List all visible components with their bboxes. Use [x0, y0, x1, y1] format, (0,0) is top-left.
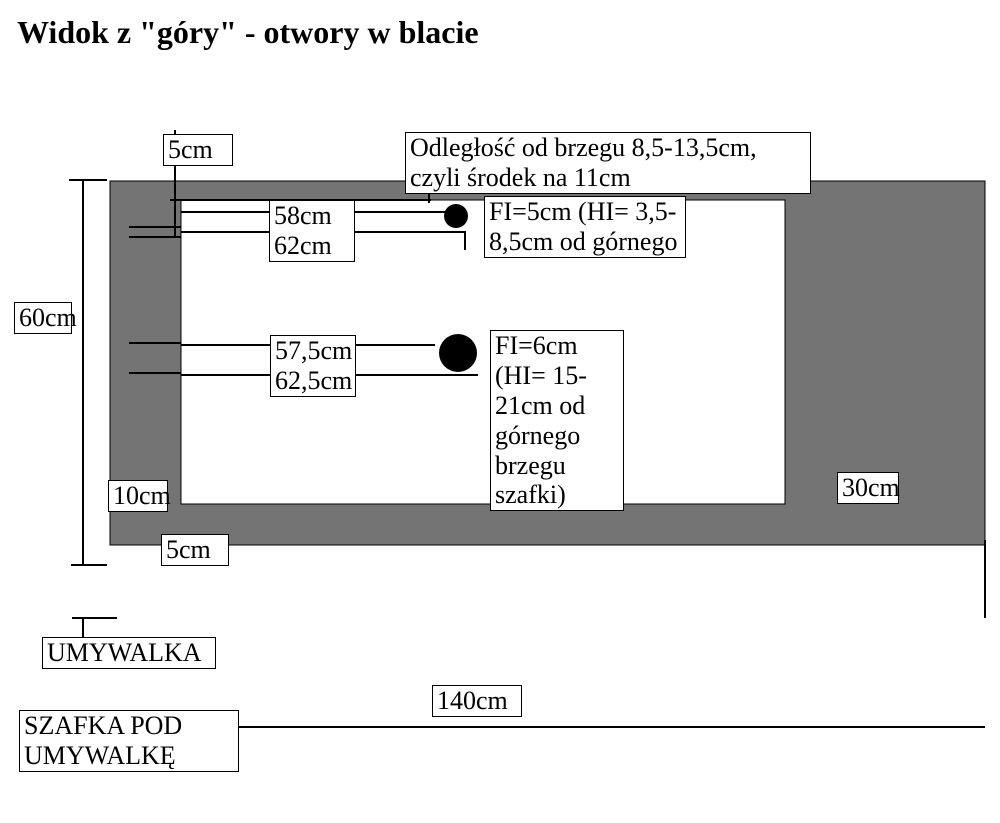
diagram-stage: Widok z "góry" - otwory w blacie 60cm5cm…: [0, 0, 1000, 823]
label-szafka: SZAFKA POD UMYWALKĘ: [19, 710, 239, 772]
label-575_625: 57,5cm62,5cm: [270, 335, 356, 397]
label-10cm: 10cm: [108, 480, 168, 512]
label-58_62: 58cm62cm: [269, 200, 355, 262]
label-fi6: FI=6cm (HI= 15-21cm od górnego brzegu sz…: [490, 330, 624, 511]
label-5cm_t: 5cm: [163, 134, 233, 166]
label-60cm: 60cm: [14, 302, 72, 334]
label-5cm_b: 5cm: [161, 534, 229, 566]
label-30cm: 30cm: [837, 472, 899, 504]
label-140cm: 140cm: [432, 685, 522, 717]
label-umyw: UMYWALKA: [42, 637, 216, 669]
label-edge: Odległość od brzegu 8,5-13,5cm, czyli śr…: [405, 132, 811, 194]
label-fi5: FI=5cm (HI= 3,5-8,5cm od górnego: [484, 196, 686, 258]
